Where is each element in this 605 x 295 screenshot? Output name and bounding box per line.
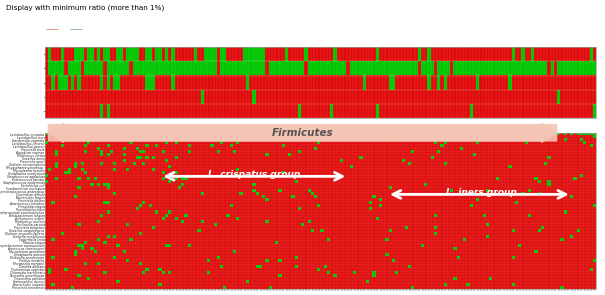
FancyArrow shape — [48, 123, 557, 142]
Text: Display with minimum ratio (more than 1%): Display with minimum ratio (more than 1%… — [6, 4, 165, 11]
Text: Firmicutes: Firmicutes — [272, 128, 333, 138]
Text: L. iners group: L. iners group — [445, 189, 517, 197]
Text: ——: —— — [45, 27, 59, 32]
FancyArrow shape — [48, 123, 557, 142]
Text: ——: —— — [70, 27, 83, 32]
Text: L. crispatus group: L. crispatus group — [208, 170, 301, 179]
